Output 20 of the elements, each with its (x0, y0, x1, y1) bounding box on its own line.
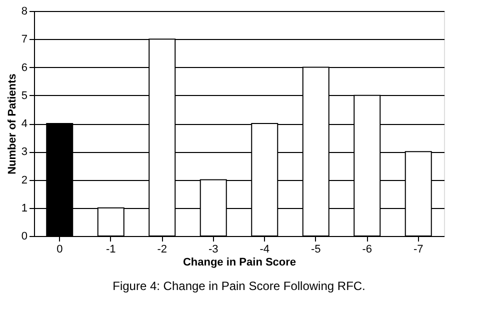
x-tick-label: 0 (56, 244, 63, 256)
y-tick-label: 4 (21, 118, 28, 130)
x-tick-label: -2 (157, 244, 168, 256)
caption: Figure 4: Change in Pain Score Following RFC. (112, 279, 366, 293)
y-tick-label: 5 (21, 90, 28, 102)
y-axis-title: Number of Patients (6, 74, 18, 174)
y-tick-label: 8 (21, 6, 28, 18)
y-tick-label: 2 (21, 174, 28, 186)
x-tick-label: -5 (310, 244, 321, 256)
x-tick-label: -4 (260, 244, 270, 256)
x-tick-label: -7 (413, 244, 424, 256)
x-tick-label: -3 (208, 244, 218, 256)
y-tick-label: 3 (21, 146, 28, 158)
y-tick-label: 6 (21, 62, 28, 74)
y-tick-label: 0 (21, 230, 28, 242)
y-tick-label: 1 (21, 202, 28, 214)
x-tick-label: -1 (106, 244, 116, 256)
x-axis-title: Change in Pain Score (182, 256, 296, 268)
x-tick-label: -6 (362, 244, 372, 256)
y-tick-label: 7 (21, 34, 28, 46)
